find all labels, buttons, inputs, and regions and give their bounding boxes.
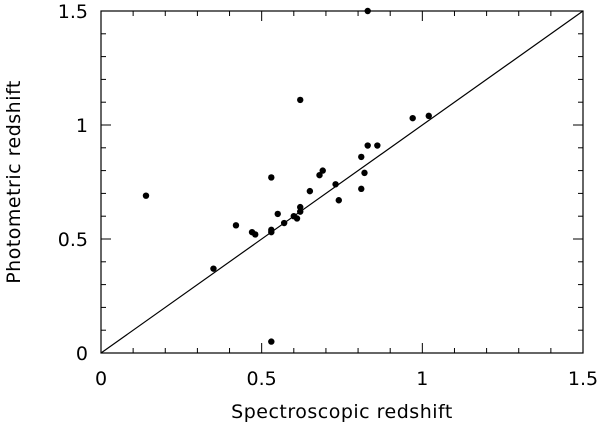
data-point xyxy=(319,167,326,174)
y-tick-label: 1 xyxy=(76,115,88,137)
data-point xyxy=(361,169,368,177)
y-tick-label: 0 xyxy=(76,343,88,365)
data-point xyxy=(374,142,381,149)
plot-frame xyxy=(100,10,584,354)
data-point xyxy=(297,208,304,215)
data-point xyxy=(364,142,371,149)
data-point xyxy=(335,197,342,204)
data-point xyxy=(268,226,275,234)
data-point xyxy=(306,187,314,195)
x-axis-label: Spectroscopic redshift xyxy=(231,401,453,423)
y-tick-labels: 0 0.5 1 1.5 xyxy=(58,1,88,365)
data-point xyxy=(316,171,323,179)
data-point xyxy=(358,185,365,193)
data-points xyxy=(142,7,432,345)
x-tick-labels: 0 0.5 1 1.5 xyxy=(95,368,598,390)
x-tick-label: 1.5 xyxy=(568,368,598,390)
x-tick-label: 0 xyxy=(95,368,107,390)
one-to-one-line xyxy=(100,10,584,354)
data-point xyxy=(332,181,339,188)
data-point xyxy=(293,215,301,222)
data-point xyxy=(358,153,365,161)
reference-line-group xyxy=(100,10,584,354)
data-point xyxy=(252,231,259,238)
data-point xyxy=(297,203,304,211)
data-point xyxy=(425,112,432,120)
data-point xyxy=(280,219,288,227)
data-point xyxy=(232,222,240,229)
y-axis-label: Photometric redshift xyxy=(3,80,25,284)
data-point xyxy=(268,174,275,181)
data-point xyxy=(210,265,217,272)
x-tick-label: 1 xyxy=(416,368,428,390)
data-point xyxy=(297,96,304,104)
y-tick-label: 1.5 xyxy=(58,1,88,23)
y-tick-label: 0.5 xyxy=(58,229,88,251)
data-point xyxy=(409,114,416,122)
x-tick-label: 0.5 xyxy=(247,368,277,390)
data-point xyxy=(268,338,275,345)
data-point xyxy=(142,192,150,199)
data-point xyxy=(274,210,281,218)
